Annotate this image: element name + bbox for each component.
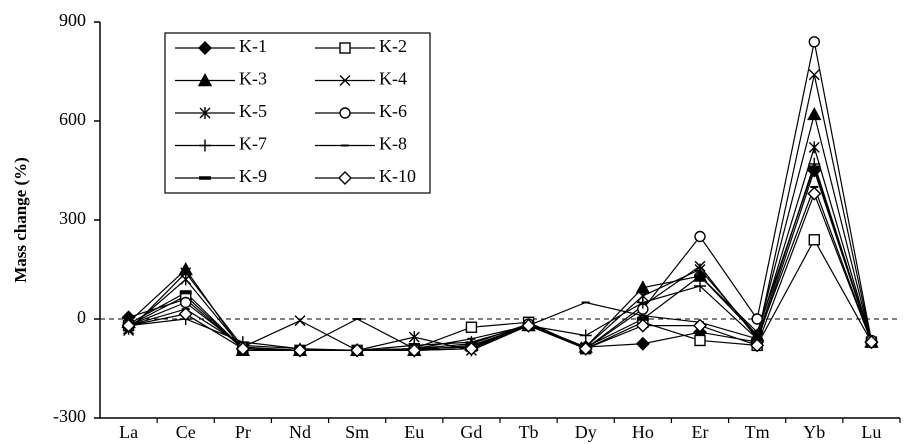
x-tick-label: Ce bbox=[176, 422, 196, 442]
data-point bbox=[579, 329, 592, 342]
legend-marker bbox=[199, 107, 211, 119]
legend-label: K-2 bbox=[379, 36, 407, 56]
data-point bbox=[807, 186, 822, 201]
legend-marker bbox=[199, 139, 211, 152]
y-tick-label: 300 bbox=[59, 208, 86, 228]
data-point bbox=[121, 318, 136, 333]
data-point bbox=[693, 318, 707, 333]
data-point bbox=[294, 315, 306, 327]
legend-marker bbox=[339, 42, 351, 54]
legend-label: K-6 bbox=[379, 101, 407, 121]
data-point bbox=[235, 341, 250, 356]
legend-marker bbox=[339, 75, 351, 86]
y-tick-label: 600 bbox=[59, 109, 86, 129]
x-tick-label: Gd bbox=[460, 422, 482, 442]
x-tick-label: Yb bbox=[803, 422, 825, 442]
legend-label: K-5 bbox=[239, 101, 267, 121]
data-point bbox=[864, 335, 879, 350]
x-tick-label: Tm bbox=[745, 422, 770, 442]
x-tick-label: Pr bbox=[235, 422, 251, 442]
legend-marker bbox=[197, 73, 213, 87]
series-line bbox=[128, 191, 872, 351]
x-tick-label: La bbox=[119, 422, 138, 442]
series-line bbox=[128, 41, 873, 351]
data-point bbox=[293, 343, 307, 358]
data-point bbox=[751, 313, 763, 325]
data-point bbox=[808, 234, 820, 246]
data-point bbox=[178, 307, 193, 322]
legend-label: K-4 bbox=[379, 69, 407, 89]
data-point bbox=[694, 334, 706, 347]
data-point bbox=[465, 321, 478, 333]
data-point bbox=[180, 273, 192, 286]
data-point bbox=[808, 69, 820, 81]
data-point bbox=[464, 341, 479, 356]
legend-label: K-1 bbox=[239, 36, 267, 56]
legend-label: K-7 bbox=[239, 134, 267, 154]
x-tick-label: Sm bbox=[345, 422, 369, 442]
data-point bbox=[808, 141, 820, 154]
legend-marker bbox=[339, 107, 351, 119]
data-point bbox=[635, 318, 650, 333]
series-line bbox=[128, 185, 872, 350]
legend-label: K-9 bbox=[239, 166, 267, 186]
data-point bbox=[350, 343, 365, 358]
x-tick-label: Eu bbox=[404, 422, 424, 442]
legend-marker bbox=[198, 41, 212, 55]
data-point bbox=[694, 263, 706, 276]
data-point bbox=[694, 280, 706, 292]
x-tick-label: Er bbox=[692, 422, 709, 442]
y-tick-label: 900 bbox=[59, 10, 86, 30]
x-tick-label: Nd bbox=[289, 422, 311, 442]
data-point bbox=[180, 296, 192, 309]
x-tick-label: Tb bbox=[519, 422, 539, 442]
legend-label: K-8 bbox=[379, 134, 407, 154]
legend-label: K-10 bbox=[379, 166, 416, 186]
data-point bbox=[808, 36, 820, 48]
x-tick-label: Dy bbox=[575, 422, 597, 442]
x-tick-label: Lu bbox=[861, 422, 881, 442]
data-point bbox=[635, 336, 650, 351]
y-tick-label: -300 bbox=[53, 406, 86, 426]
data-point bbox=[636, 296, 649, 309]
data-point bbox=[694, 230, 706, 243]
legend-label: K-3 bbox=[239, 69, 267, 89]
y-tick-label: 0 bbox=[77, 307, 86, 327]
x-tick-label: Ho bbox=[632, 422, 654, 442]
data-point bbox=[807, 106, 822, 121]
legend-marker bbox=[338, 171, 352, 185]
data-point bbox=[578, 341, 593, 356]
data-point bbox=[521, 318, 536, 333]
data-point bbox=[750, 338, 765, 353]
y-axis-label: Mass change (%) bbox=[11, 157, 30, 283]
data-point bbox=[407, 343, 422, 358]
